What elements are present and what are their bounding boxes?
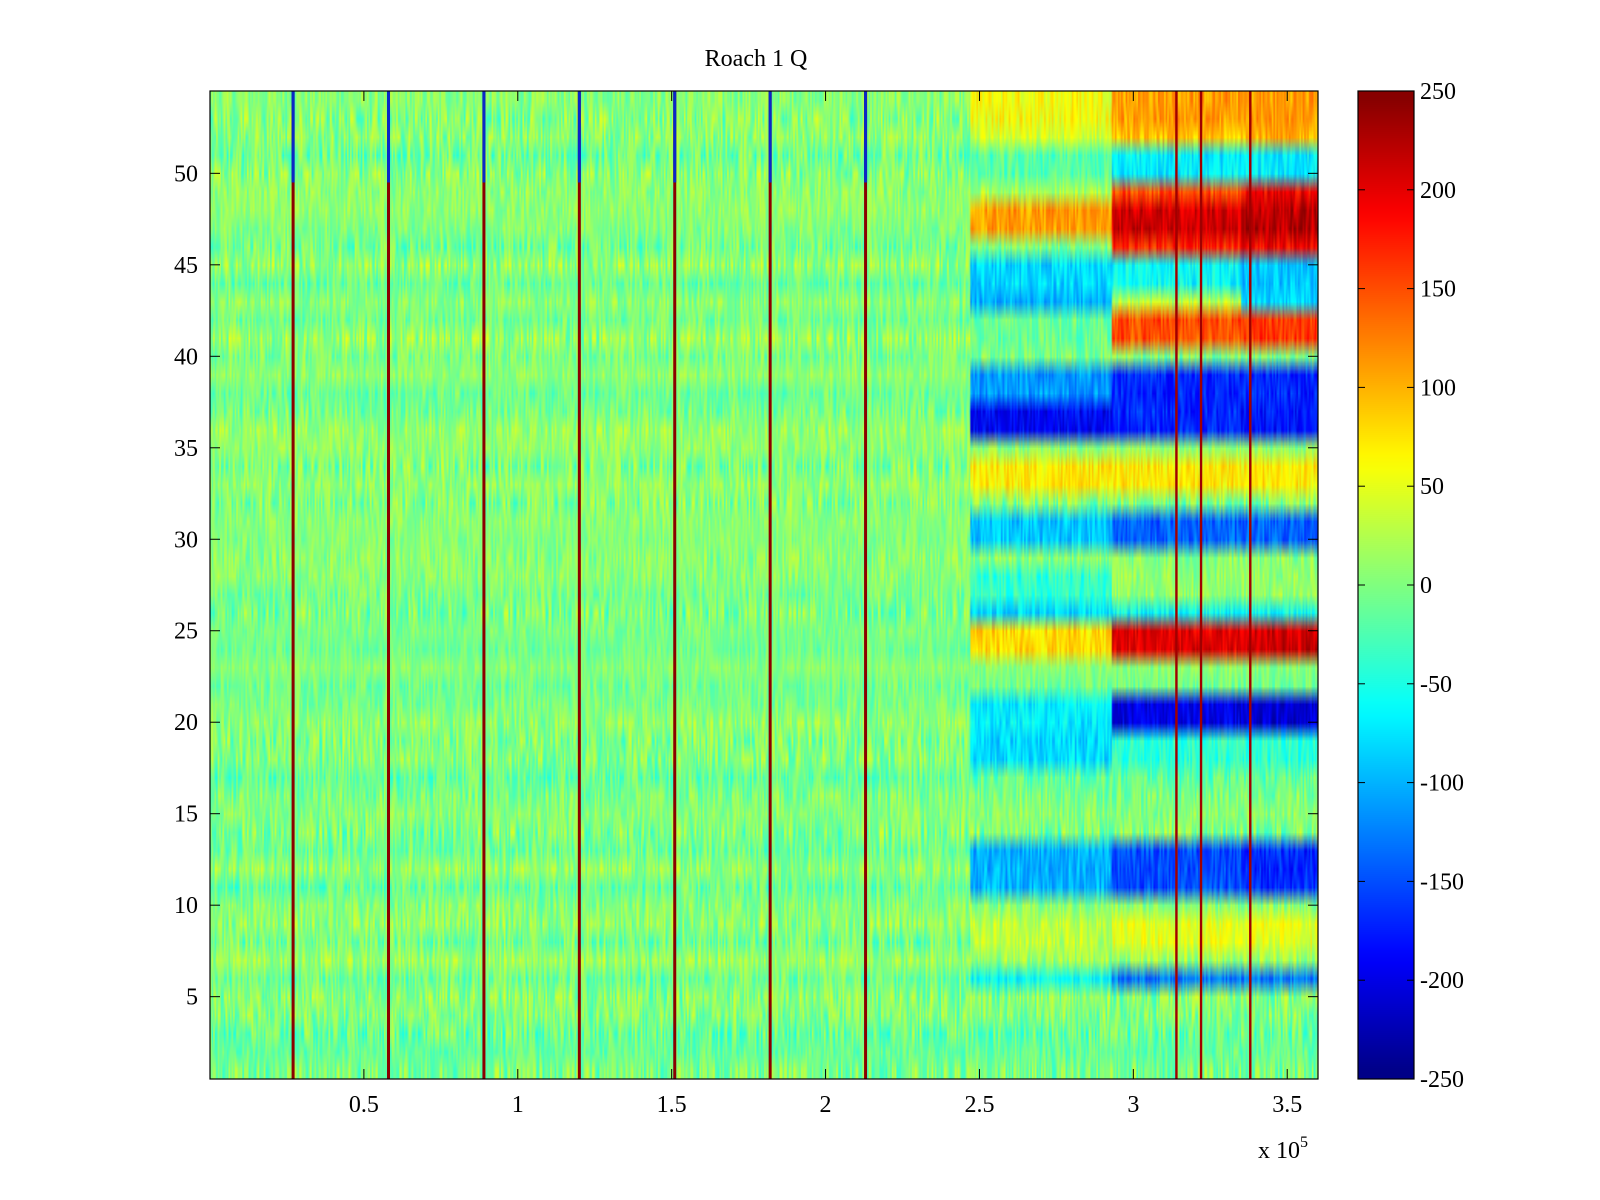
stripe-cap [387, 91, 391, 183]
y-tick-label: 5 [186, 985, 198, 1011]
colorbar-tick-label: -150 [1420, 869, 1464, 895]
x-axis: 0.5 1 1.5 2 2.5 3 3.5 [349, 91, 1302, 1118]
colorbar-tick-label: -250 [1420, 1067, 1464, 1093]
y-tick-label: 40 [174, 344, 198, 370]
stripe-line [768, 91, 772, 1079]
y-tick-label: 30 [174, 527, 198, 553]
y-tick-label: 35 [174, 436, 198, 462]
y-tick-label: 15 [174, 802, 198, 828]
x-tick-label: 2 [820, 1092, 832, 1118]
plot-frame [209, 90, 1319, 1080]
late-stripe-line [1175, 91, 1178, 1079]
stripe-line [387, 91, 391, 1079]
colorbar-tick-label: -50 [1420, 672, 1452, 698]
x-tick-label: 2.5 [964, 1092, 994, 1118]
stripe-cap [768, 91, 772, 183]
stripe-line [291, 91, 295, 1079]
x-tick-label: 3 [1127, 1092, 1139, 1118]
y-tick-label: 25 [174, 619, 198, 645]
y-tick-label: 10 [174, 893, 198, 919]
stripe-cap [864, 91, 868, 183]
colorbar-tick-label: 250 [1420, 79, 1456, 105]
late-stripe-line [1199, 91, 1203, 1079]
y-tick-label: 50 [174, 161, 198, 187]
colorbar-tick-label: -200 [1420, 968, 1464, 994]
colorbar-gradient [1358, 91, 1414, 1079]
colorbar-tick-label: 0 [1420, 573, 1432, 599]
colorbar-tick-label: 100 [1420, 375, 1456, 401]
x-tick-label: 0.5 [349, 1092, 379, 1118]
chart-title: Roach 1 Q [705, 46, 808, 72]
colorbar-tick-label: 150 [1420, 277, 1456, 303]
heatmap-plot-area [209, 90, 1319, 1080]
stripe-line [577, 91, 581, 1079]
colorbar-tick-label: 200 [1420, 178, 1456, 204]
x-tick-label: 3.5 [1272, 1092, 1302, 1118]
stripe-line [482, 91, 486, 1079]
y-tick-label: 45 [174, 253, 198, 279]
x-tick-label: 1 [512, 1092, 524, 1118]
colorbar-tick-label: -100 [1420, 771, 1464, 797]
stripe-cap [577, 91, 581, 183]
x-exponent-label: x 105 [1258, 1134, 1308, 1164]
colorbar: 250 200 150 100 50 0 -50 -100 -150 -200 -250 [1357, 79, 1464, 1093]
stripe-line [673, 91, 677, 1079]
y-axis: 5 10 15 20 25 30 35 40 45 50 [174, 161, 1318, 1011]
heatmap-image [210, 91, 1318, 1079]
x-tick-label: 1.5 [657, 1092, 687, 1118]
stripe-cap [482, 91, 486, 183]
stripe-line [864, 91, 868, 1079]
stripe-cap [673, 91, 677, 183]
late-stripe-line [1249, 91, 1252, 1079]
stripe-cap [291, 91, 295, 183]
y-tick-label: 20 [174, 710, 198, 736]
colorbar-tick-label: 50 [1420, 474, 1444, 500]
colorbar-ticks: 250 200 150 100 50 0 -50 -100 -150 -200 -250 [1358, 79, 1464, 1093]
